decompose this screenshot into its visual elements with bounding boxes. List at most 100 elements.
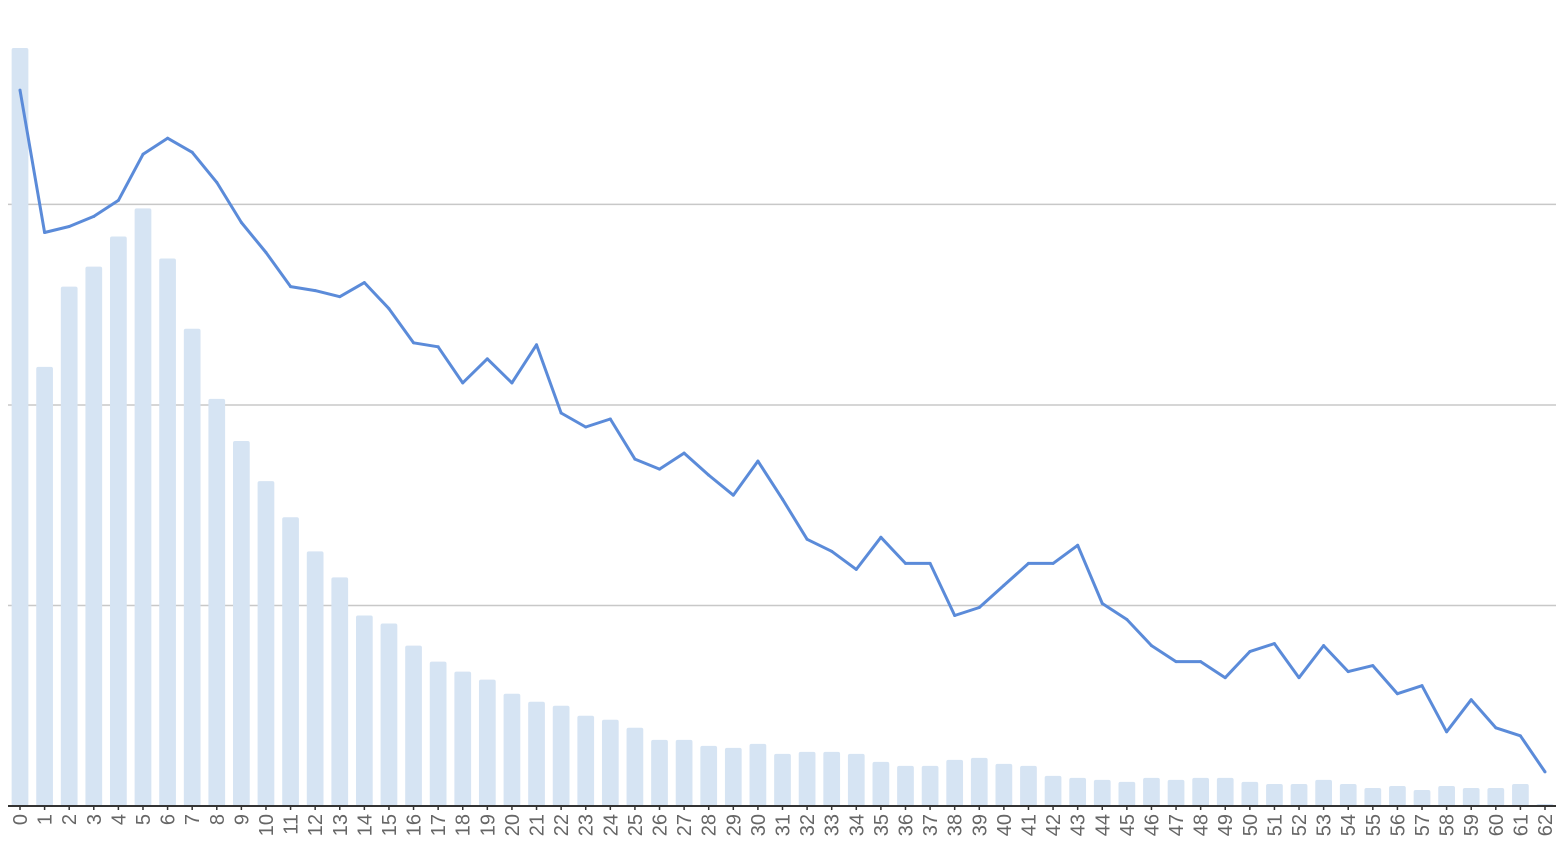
x-tick-label-33: 33 (822, 814, 844, 836)
line-point-37 (928, 561, 932, 565)
bar-5 (134, 208, 152, 806)
line-point-26 (658, 467, 662, 471)
bar-54 (1339, 783, 1357, 806)
x-tick-label-4: 4 (108, 814, 130, 825)
x-axis-ticks (19, 806, 1546, 810)
x-tick-label-29: 29 (723, 814, 745, 836)
line-point-45 (1125, 618, 1129, 622)
line-point-17 (436, 345, 440, 349)
line-point-53 (1322, 644, 1326, 648)
x-tick-label-53: 53 (1314, 814, 1336, 836)
bar-49 (1216, 777, 1234, 806)
line-point-31 (781, 497, 784, 501)
line-point-20 (510, 381, 514, 385)
line-point-0 (18, 88, 22, 92)
bar-18 (454, 671, 472, 806)
line-point-44 (1100, 601, 1104, 605)
line-point-50 (1248, 650, 1252, 654)
line-point-1 (43, 230, 47, 234)
bar-16 (405, 645, 422, 806)
bar-10 (257, 481, 275, 806)
line-point-58 (1445, 730, 1449, 734)
bar-56 (1389, 785, 1406, 806)
x-tick-label-60: 60 (1486, 814, 1508, 836)
x-tick-label-21: 21 (527, 814, 549, 836)
line-point-46 (1149, 644, 1153, 648)
line-point-38 (953, 613, 957, 617)
bar-51 (1266, 783, 1283, 806)
bar-12 (306, 551, 324, 806)
x-tick-label-7: 7 (182, 814, 204, 825)
x-tick-label-20: 20 (502, 814, 524, 836)
line-point-5 (141, 152, 145, 156)
line-point-16 (412, 341, 416, 345)
x-tick-label-49: 49 (1215, 814, 1237, 836)
x-tick-label-27: 27 (674, 814, 696, 836)
bar-39 (970, 757, 988, 806)
bar-15 (380, 623, 398, 806)
line-point-61 (1518, 734, 1522, 738)
bar-9 (233, 441, 250, 806)
line-point-33 (830, 549, 834, 553)
bar-17 (429, 661, 447, 806)
line-point-55 (1371, 664, 1375, 668)
bar-27 (675, 739, 693, 806)
bar-31 (774, 753, 791, 806)
x-tick-label-41: 41 (1018, 814, 1040, 836)
line-point-7 (190, 150, 194, 154)
x-tick-label-35: 35 (871, 814, 893, 836)
bar-20 (503, 693, 521, 806)
bar-57 (1413, 789, 1431, 806)
bar-series (11, 48, 1554, 806)
bar-61 (1512, 783, 1529, 806)
x-tick-label-38: 38 (945, 814, 967, 836)
bar-1 (36, 366, 53, 806)
x-tick-label-31: 31 (773, 814, 795, 836)
line-point-22 (559, 411, 563, 415)
x-tick-label-28: 28 (699, 814, 721, 836)
line-point-11 (289, 285, 293, 289)
x-tick-label-48: 48 (1191, 814, 1213, 836)
bar-13 (331, 577, 349, 806)
line-point-41 (1026, 561, 1030, 565)
line-point-9 (239, 220, 243, 224)
bar-52 (1290, 783, 1308, 806)
x-tick-label-45: 45 (1117, 814, 1139, 836)
bar-0 (11, 48, 29, 806)
line-point-2 (67, 224, 71, 228)
bar-40 (995, 763, 1013, 806)
x-tick-label-43: 43 (1068, 814, 1090, 836)
line-point-19 (485, 357, 489, 361)
bar-43 (1069, 777, 1087, 806)
bar-48 (1192, 777, 1210, 806)
x-tick-label-56: 56 (1387, 814, 1409, 836)
x-tick-label-3: 3 (84, 814, 106, 825)
x-axis-tick-labels: 0 1 2 3 4 5 6 7 8 9 10 11 12 13 14 15 16 17 18 19 20 21 22 23 24… (10, 814, 1557, 836)
line-point-43 (1076, 543, 1080, 547)
x-tick-label-23: 23 (576, 814, 598, 836)
line-point-47 (1174, 660, 1178, 664)
x-tick-label-6: 6 (158, 814, 180, 825)
bar-44 (1093, 779, 1111, 806)
bar-23 (577, 715, 595, 806)
line-point-54 (1346, 670, 1350, 674)
x-tick-label-50: 50 (1240, 814, 1262, 836)
line-point-60 (1494, 726, 1498, 730)
x-tick-label-62: 62 (1535, 814, 1557, 836)
line-point-36 (903, 561, 907, 565)
line-point-8 (215, 180, 219, 184)
x-tick-label-52: 52 (1289, 814, 1311, 836)
bar-28 (700, 745, 718, 806)
bar-42 (1044, 775, 1062, 806)
line-point-18 (461, 381, 465, 385)
line-point-49 (1223, 676, 1227, 680)
x-tick-label-39: 39 (969, 814, 991, 836)
line-point-56 (1395, 692, 1399, 696)
x-tick-label-55: 55 (1363, 814, 1385, 836)
bar-11 (282, 517, 299, 806)
bar-59 (1462, 787, 1480, 806)
x-tick-label-1: 1 (35, 814, 57, 825)
bar-26 (651, 739, 668, 806)
bar-33 (823, 751, 841, 806)
